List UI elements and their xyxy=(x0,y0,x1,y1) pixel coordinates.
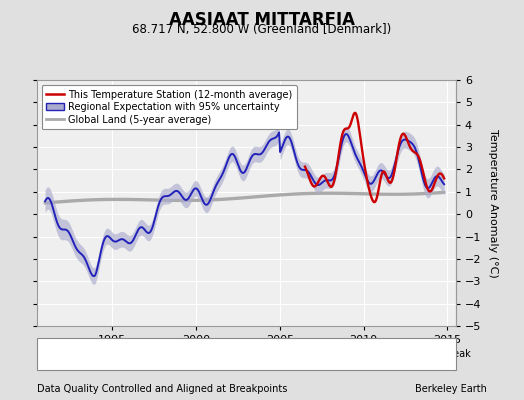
Text: Berkeley Earth: Berkeley Earth xyxy=(416,384,487,394)
Text: ▼: ▼ xyxy=(269,349,276,359)
Text: ■: ■ xyxy=(378,349,387,359)
Text: Empirical Break: Empirical Break xyxy=(394,349,471,359)
Text: Record Gap: Record Gap xyxy=(169,349,225,359)
Y-axis label: Temperature Anomaly (°C): Temperature Anomaly (°C) xyxy=(488,129,498,277)
Text: Time of Obs. Change: Time of Obs. Change xyxy=(284,349,386,359)
Text: ▲: ▲ xyxy=(154,349,161,359)
Legend: This Temperature Station (12-month average), Regional Expectation with 95% uncer: This Temperature Station (12-month avera… xyxy=(41,85,297,130)
Text: Data Quality Controlled and Aligned at Breakpoints: Data Quality Controlled and Aligned at B… xyxy=(37,384,287,394)
Text: 68.717 N, 52.800 W (Greenland [Denmark]): 68.717 N, 52.800 W (Greenland [Denmark]) xyxy=(133,23,391,36)
Text: ◆: ◆ xyxy=(49,349,56,359)
Text: Station Move: Station Move xyxy=(64,349,128,359)
Text: AASIAAT MITTARFIA: AASIAAT MITTARFIA xyxy=(169,11,355,29)
